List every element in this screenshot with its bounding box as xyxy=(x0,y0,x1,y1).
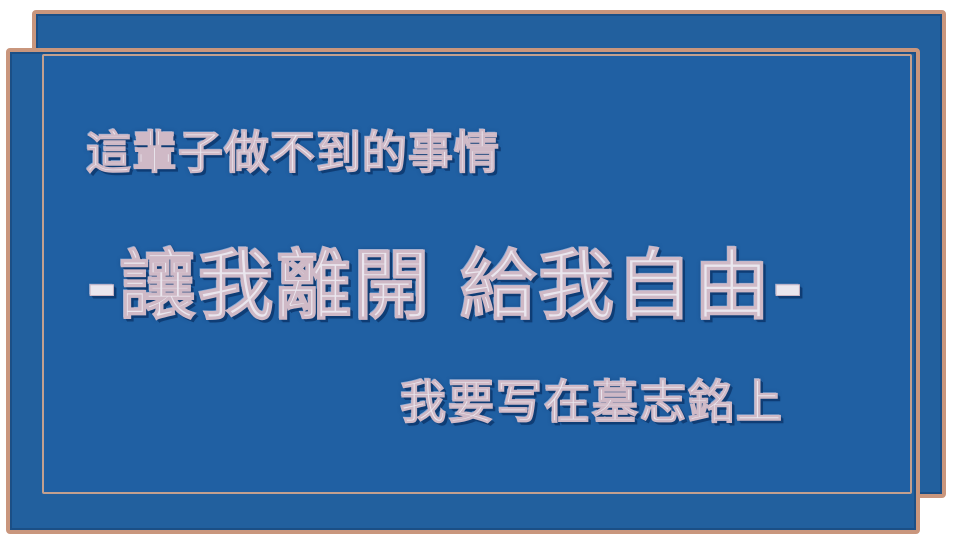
sign-line-top: 這輩子做不到的事情 xyxy=(85,126,501,180)
sign-line-main: -讓我離開 給我自由- xyxy=(86,241,806,331)
sign-inner-panel xyxy=(42,54,912,494)
sign-line-bottom: 我要写在墓志銘上 xyxy=(400,375,784,430)
